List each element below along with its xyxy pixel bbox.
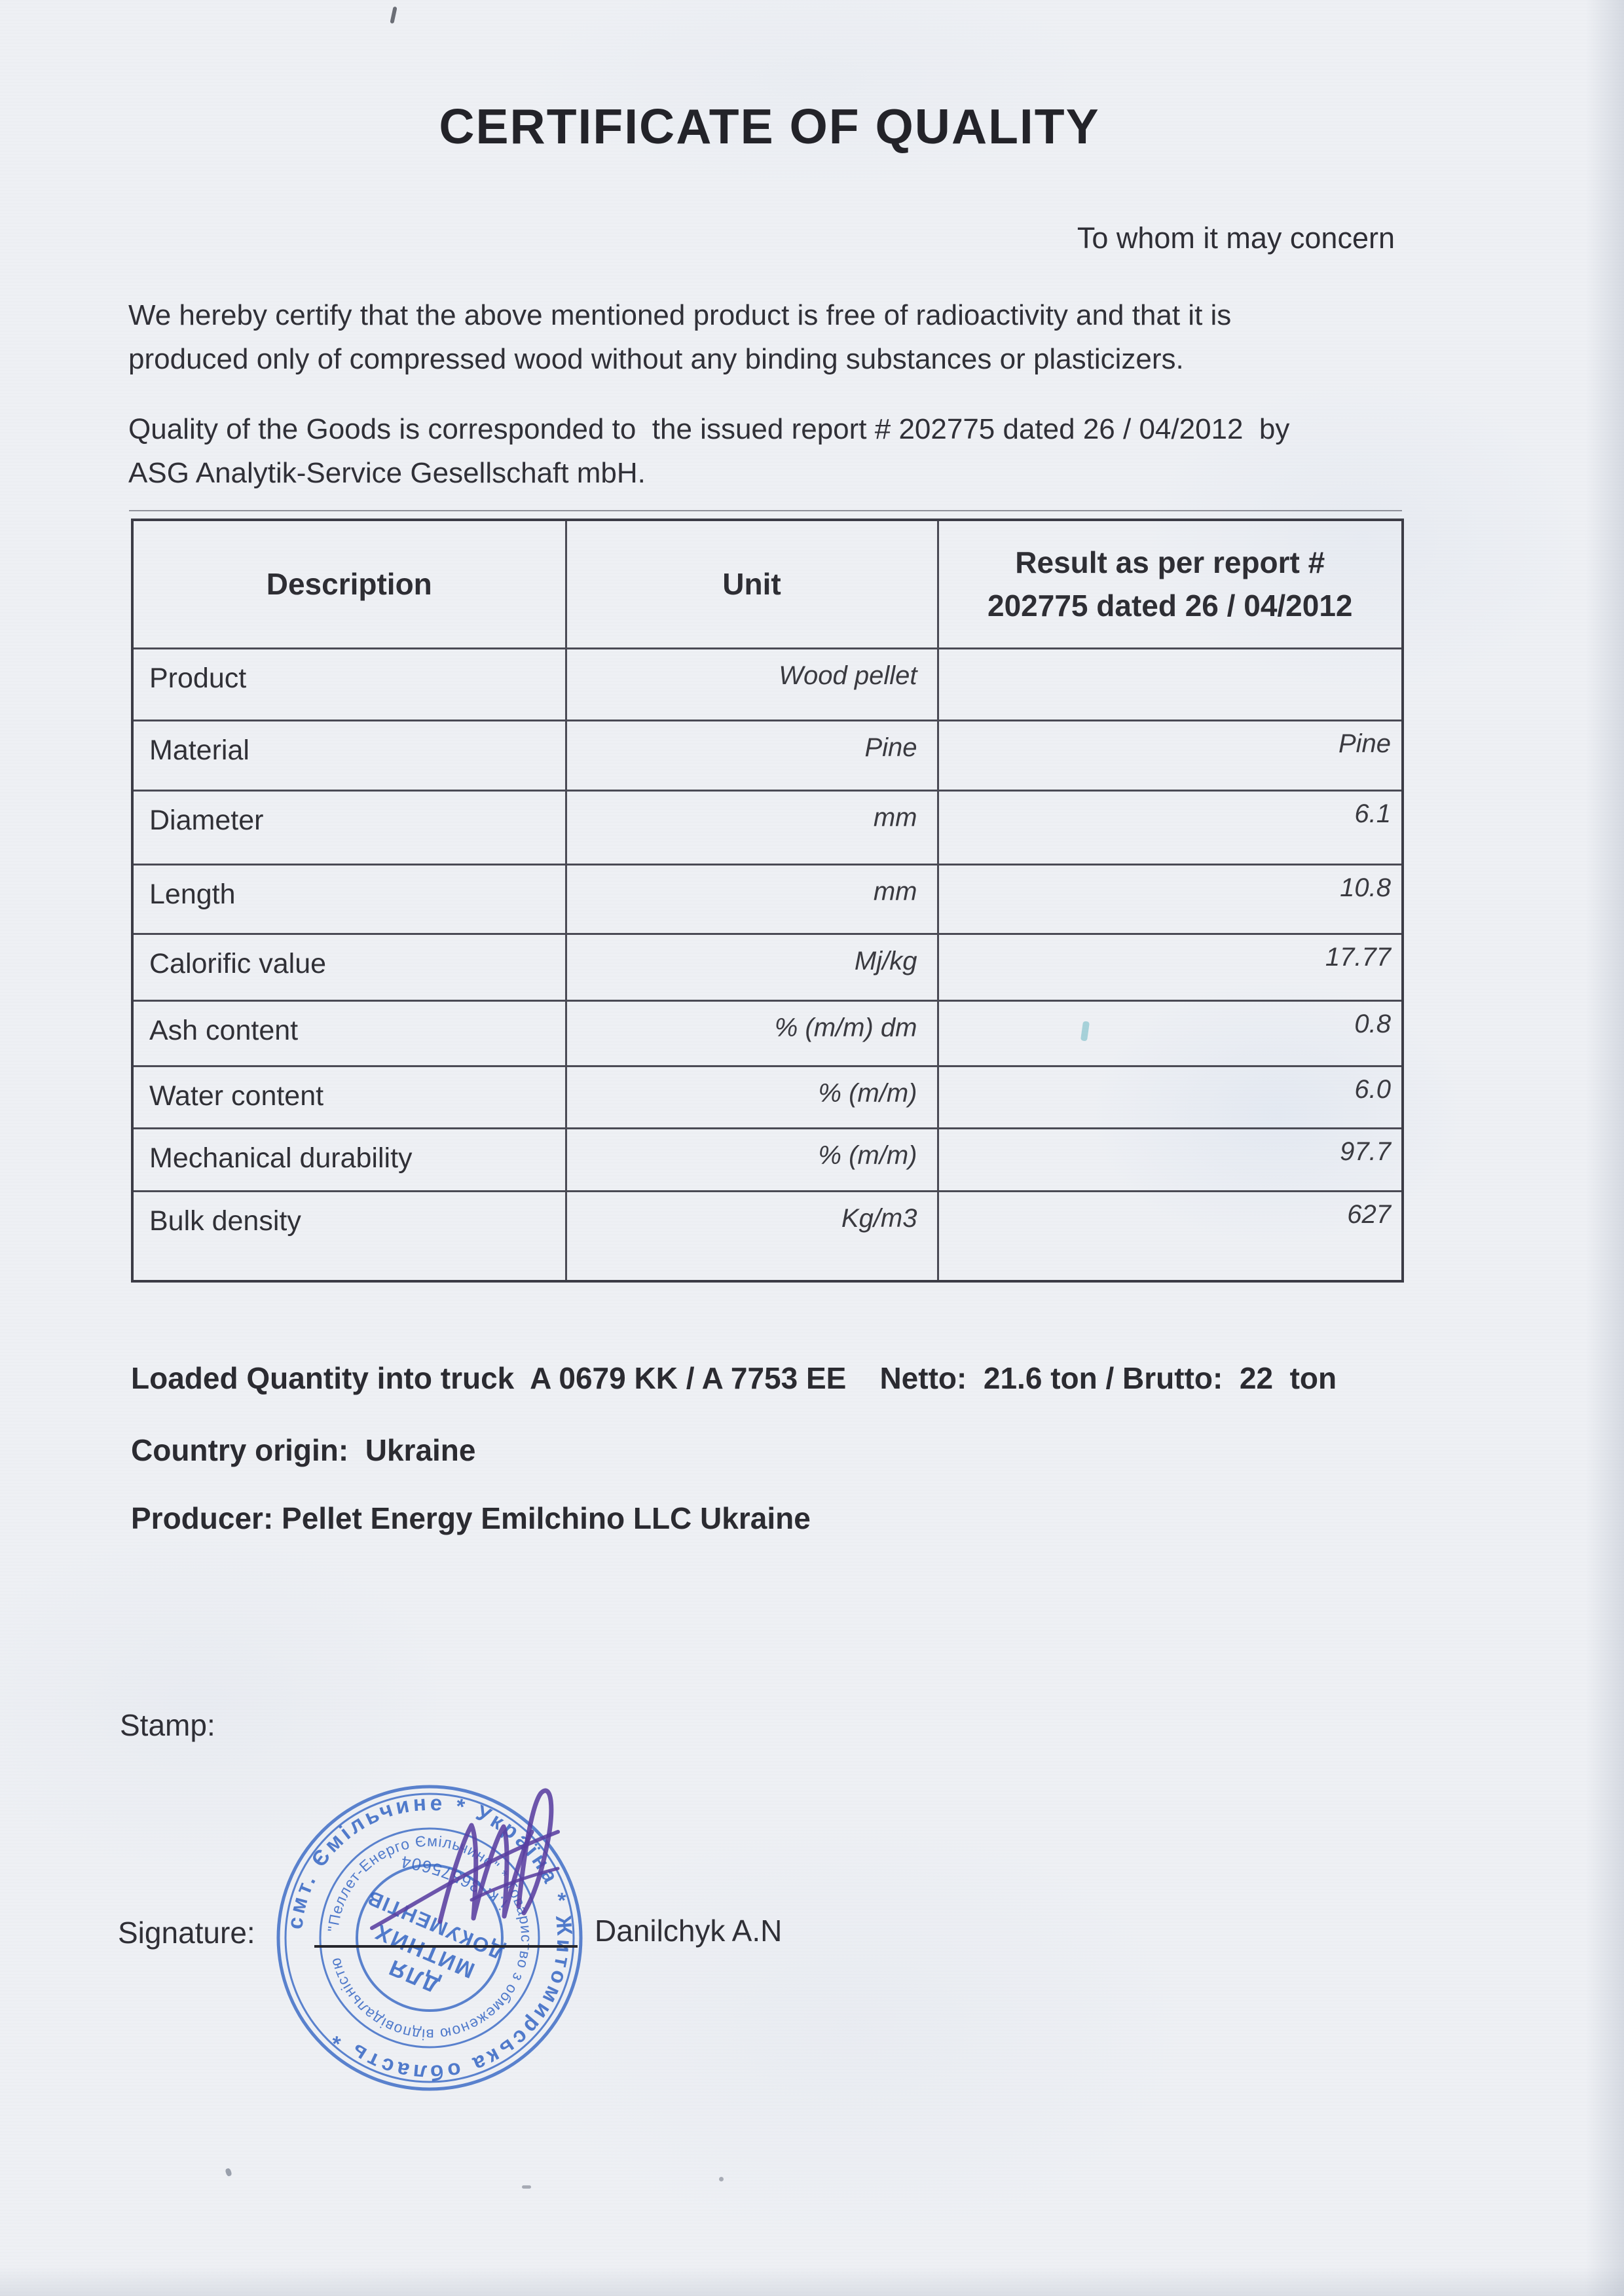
cell-result: 6.1 [936, 789, 1404, 866]
col-header-result-line1: Result as per report # [1015, 545, 1325, 579]
cell-description: Product [131, 647, 567, 721]
cell-result: 6.0 [936, 1065, 1404, 1129]
table-row: Mechanical durability % (m/m) 97.7 [131, 1127, 1404, 1192]
cell-result: 0.8 [936, 999, 1404, 1067]
cell-result: 17.77 [936, 932, 1404, 1002]
scan-speck [719, 2177, 724, 2181]
signatory-name: Danilchyk A.N [595, 1914, 783, 1948]
signature-line [314, 1945, 578, 1948]
cell-description: Water content [131, 1065, 567, 1129]
table-row: Bulk density Kg/m3 627 [131, 1190, 1404, 1283]
table-header-row: Description Unit Result as per report # … [131, 519, 1404, 649]
certify-paragraph: We hereby certify that the above mention… [128, 299, 1232, 375]
scan-hairline [129, 510, 1402, 511]
cell-description: Mechanical durability [131, 1127, 567, 1192]
cell-description: Length [131, 863, 567, 935]
cell-description: Material [131, 719, 567, 792]
company-stamp: смт. Ємільчине * Україна * Житомирська о… [276, 1785, 583, 2091]
table-row: Diameter mm 6.1 [131, 789, 1404, 866]
col-header-unit: Unit [564, 519, 939, 649]
signature-label: Signature: [118, 1916, 255, 1950]
table-row: Water content % (m/m) 6.0 [131, 1065, 1404, 1129]
cell-unit: Pine [564, 719, 939, 792]
loaded-quantity-line: Loaded Quantity into truck A 0679 KK / A… [131, 1361, 1337, 1395]
col-header-description: Description [131, 519, 567, 649]
cell-unit: mm [564, 863, 939, 935]
salutation: To whom it may concern [1077, 221, 1395, 255]
signature-scribble [370, 1788, 560, 1930]
producer-line: Producer: Pellet Energy Emilchino LLC Uk… [131, 1501, 811, 1535]
table-row: Material Pine Pine [131, 719, 1404, 792]
table-row: Ash content % (m/m) dm 0.8 [131, 999, 1404, 1067]
table-row: Product Wood pellet [131, 647, 1404, 721]
cell-unit: % (m/m) [564, 1065, 939, 1129]
cell-description: Bulk density [131, 1190, 567, 1283]
col-header-result: Result as per report # 202775 dated 26 /… [936, 519, 1404, 649]
cell-description: Calorific value [131, 932, 567, 1002]
table-row: Calorific value Mj/kg 17.77 [131, 932, 1404, 1002]
stamp-label: Stamp: [120, 1708, 215, 1742]
cell-description: Diameter [131, 789, 567, 866]
cell-result: 10.8 [936, 863, 1404, 935]
scan-speck [225, 2167, 232, 2178]
quality-table-wrap: Description Unit Result as per report # … [131, 519, 1404, 1283]
quality-report-paragraph: Quality of the Goods is corresponded to … [128, 413, 1290, 489]
cell-unit: mm [564, 789, 939, 866]
col-header-result-line2: 202775 dated 26 / 04/2012 [987, 589, 1353, 623]
scan-speck [522, 2185, 531, 2189]
cell-unit: % (m/m) [564, 1127, 939, 1192]
country-origin-line: Country origin: Ukraine [131, 1433, 476, 1467]
cell-result [936, 647, 1404, 721]
cell-unit: Wood pellet [564, 647, 939, 721]
stamp-rings [276, 1785, 583, 2091]
cell-description: Ash content [131, 999, 567, 1067]
cell-result: Pine [936, 719, 1404, 792]
cell-result: 97.7 [936, 1127, 1404, 1192]
scan-speck [390, 6, 397, 24]
cell-unit: Kg/m3 [564, 1190, 939, 1283]
table-row: Length mm 10.8 [131, 863, 1404, 935]
cell-unit: % (m/m) dm [564, 999, 939, 1067]
page-title: CERTIFICATE OF QUALITY [439, 99, 1100, 154]
quality-table: Description Unit Result as per report # … [131, 519, 1404, 1283]
cell-result: 627 [936, 1190, 1404, 1283]
cell-unit: Mj/kg [564, 932, 939, 1002]
